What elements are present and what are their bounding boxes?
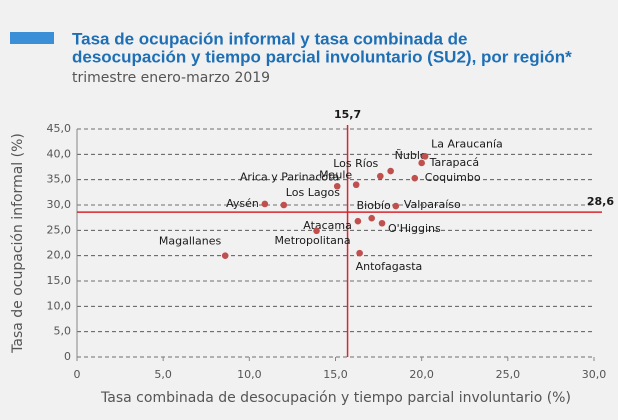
point — [354, 217, 362, 225]
y-tick-label: 35,0 — [47, 173, 72, 186]
point — [261, 200, 269, 208]
point-label: Biobío — [357, 199, 391, 212]
point — [221, 252, 229, 259]
x-tick-label: 5,0 — [154, 368, 172, 381]
point — [280, 201, 288, 209]
point — [378, 219, 386, 227]
point — [392, 202, 400, 210]
point — [313, 227, 320, 235]
point — [356, 249, 363, 257]
point-label: Los Ríos — [333, 157, 378, 170]
point-label: O'Higgins — [388, 222, 441, 235]
point — [387, 167, 394, 175]
title-marker — [10, 32, 54, 44]
point-label: Metropolitana — [274, 234, 350, 247]
y-tick-label: 30,0 — [47, 198, 72, 211]
y-tick-label: 5,0 — [54, 325, 72, 338]
y-tick-label: 25,0 — [47, 223, 72, 236]
point-label: Tarapacá — [429, 156, 479, 169]
point-label: Atacama — [303, 219, 352, 232]
point-label: Los Lagos — [286, 186, 340, 199]
x-tick-label: 15,0 — [323, 368, 348, 381]
x-tick-label: 20,0 — [409, 368, 434, 381]
point — [352, 181, 360, 189]
x-axis-label: Tasa combinada de desocupación y tiempo … — [100, 390, 571, 406]
y-tick-label: 45,0 — [47, 122, 72, 135]
point-label: Antofagasta — [356, 260, 423, 273]
point-label: Arica y Parinacota — [240, 170, 339, 183]
point — [377, 172, 384, 180]
point-label: Maule — [319, 169, 352, 182]
point — [418, 159, 425, 167]
x-tick-label: 0 — [74, 368, 81, 381]
point — [411, 174, 419, 182]
y-tick-label: 40,0 — [47, 147, 72, 160]
x-tick-label: 25,0 — [496, 368, 521, 381]
point-label: Ñuble — [395, 149, 427, 162]
x-tick-label: 10,0 — [237, 368, 262, 381]
point — [333, 182, 341, 190]
y-axis-label: Tasa de ocupación informal (%) — [10, 133, 26, 354]
point — [421, 153, 429, 160]
point-label: Magallanes — [159, 235, 222, 248]
x-tick-label: 30,0 — [582, 368, 607, 381]
chart-title: desocupación y tiempo parcial involuntar… — [72, 47, 572, 66]
point — [368, 214, 375, 222]
chart-title: Tasa de ocupación informal y tasa combin… — [72, 29, 468, 48]
y-tick-label: 15,0 — [47, 274, 72, 287]
point-label: La Araucanía — [431, 137, 503, 150]
chart-subtitle: trimestre enero-marzo 2019 — [72, 70, 270, 86]
reference-label-y: 28,6 — [587, 195, 614, 208]
point-label: Aysén — [226, 197, 259, 210]
point-label: Coquimbo — [425, 171, 481, 184]
y-tick-label: 10,0 — [47, 299, 72, 312]
point-label: Valparaíso — [404, 198, 461, 211]
y-tick-label: 20,0 — [47, 249, 72, 262]
y-tick-label: 0 — [64, 350, 71, 363]
reference-label-x: 15,7 — [334, 108, 361, 121]
